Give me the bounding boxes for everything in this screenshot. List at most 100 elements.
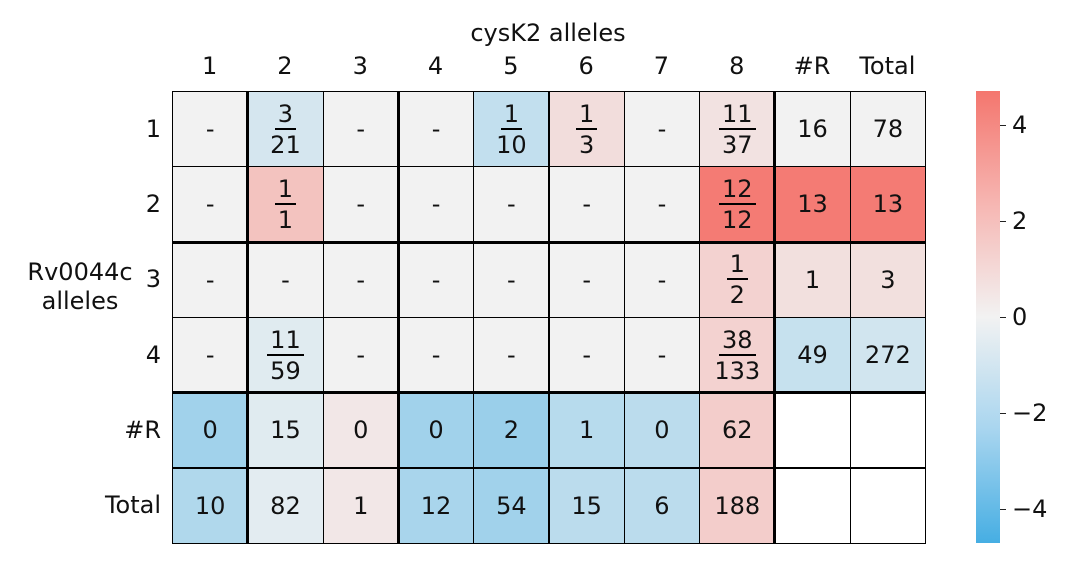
heatmap-cell: 13 [849, 166, 926, 243]
cell-value: 12 [420, 491, 452, 520]
cell-value: 54 [496, 491, 527, 520]
heatmap-cell: - [322, 241, 399, 318]
group-separator-horizontal [172, 391, 926, 395]
cell-numerator: 11 [718, 102, 756, 130]
row-label: #R [124, 415, 161, 444]
cell-value: 78 [872, 115, 904, 144]
heatmap-cell: - [623, 316, 701, 394]
cell-value: - [205, 115, 215, 144]
cell-value: - [356, 341, 366, 370]
heatmap-cell: 6 [623, 467, 701, 544]
colorbar-tick-label: −4 [1012, 495, 1048, 524]
heatmap-cell: 1 [774, 241, 851, 318]
heatmap-cell: - [548, 316, 625, 394]
heatmap-cell: - [322, 316, 399, 394]
cell-numerator: 1 [576, 102, 598, 130]
cell-fraction: 11 59 [267, 328, 304, 383]
heatmap-cell: 54 [473, 467, 550, 544]
heatmap-cell: - [397, 241, 475, 318]
heatmap-cell: 3 21 [247, 91, 324, 168]
column-label: 6 [578, 52, 594, 80]
group-separator-vertical [246, 91, 250, 544]
cell-value: - [657, 115, 667, 144]
group-separator-vertical [773, 91, 777, 544]
colorbar-tick [1000, 509, 1006, 511]
column-label: 1 [202, 52, 218, 80]
cell-value: - [431, 190, 441, 219]
cell-value: 188 [714, 491, 761, 520]
heatmap-cell: 16 [774, 91, 851, 168]
cell-value: 6 [654, 491, 670, 520]
heatmap-cell: - [623, 166, 701, 243]
cell-numerator: 11 [267, 328, 304, 356]
cell-denominator: 1 [277, 205, 294, 234]
heatmap-cell: 49 [774, 316, 851, 394]
cell-numerator: 12 [718, 177, 756, 205]
cell-value: - [356, 115, 366, 144]
cell-denominator: 133 [714, 356, 761, 385]
column-label: 3 [352, 52, 368, 80]
cell-value: 1 [579, 416, 595, 445]
cell-value: - [657, 265, 667, 294]
column-label: 4 [427, 52, 444, 80]
column-label: 5 [503, 52, 519, 80]
cell-value: 0 [654, 416, 670, 445]
heatmap-cell: - [322, 91, 399, 168]
cell-denominator: 2 [729, 281, 745, 310]
cell-value: 1 [804, 265, 821, 294]
heatmap-cell [849, 467, 926, 544]
heatmap-cell: 15 [548, 467, 625, 544]
cell-denominator: 10 [496, 130, 527, 159]
cell-value: 0 [428, 416, 444, 445]
heatmap-cell: 0 [397, 392, 475, 469]
y-axis-title: Rv0044c alleles [27, 258, 133, 315]
cell-denominator: 37 [721, 130, 753, 159]
row-label: Total [104, 491, 161, 520]
cell-value: 0 [202, 416, 218, 445]
cell-value: 272 [864, 341, 911, 370]
cell-fraction: 11 37 [718, 102, 756, 159]
cell-value: 3 [880, 265, 896, 294]
cell-value: 49 [797, 341, 828, 370]
cell-value: - [582, 265, 591, 294]
cell-value: - [431, 115, 441, 144]
cell-value: 13 [797, 190, 828, 219]
cell-value: - [582, 341, 591, 370]
heatmap-cell: - [473, 241, 550, 318]
column-label: 7 [653, 52, 670, 80]
heatmap-cell: 0 [172, 392, 249, 469]
cell-value: 13 [872, 190, 904, 219]
column-label: Total [859, 52, 916, 80]
cell-value: - [431, 265, 441, 294]
heatmap-cell: 13 [774, 166, 851, 243]
column-label: 2 [277, 52, 293, 80]
heatmap-cell: 15 [247, 392, 324, 469]
cell-numerator: 38 [718, 328, 756, 356]
heatmap-cell: 11 59 [247, 316, 324, 394]
heatmap-cell: - [172, 316, 249, 394]
heatmap-cell: 0 [623, 392, 701, 469]
heatmap-cell: - [623, 241, 701, 318]
colorbar-tick [1000, 124, 1006, 126]
colorbar-tick [1000, 317, 1006, 318]
heatmap-cell: - [172, 166, 249, 243]
cell-numerator: 3 [274, 102, 297, 130]
row-label: 2 [145, 189, 161, 218]
cell-denominator: 12 [721, 205, 753, 234]
heatmap-cell: - [397, 316, 475, 394]
row-label: 1 [145, 114, 161, 143]
row-label: 4 [145, 340, 161, 369]
cell-numerator: 1 [274, 177, 297, 205]
x-axis-title: cysK2 alleles [470, 19, 626, 47]
heatmap-cell: 12 12 [699, 166, 776, 243]
heatmap-cell: 188 [699, 467, 776, 544]
colorbar-tick [1000, 220, 1006, 222]
colorbar-tick-label: −2 [1012, 399, 1048, 428]
cell-fraction: 1 10 [493, 102, 530, 157]
heatmap-cell [849, 392, 926, 469]
colorbar [976, 91, 1000, 543]
